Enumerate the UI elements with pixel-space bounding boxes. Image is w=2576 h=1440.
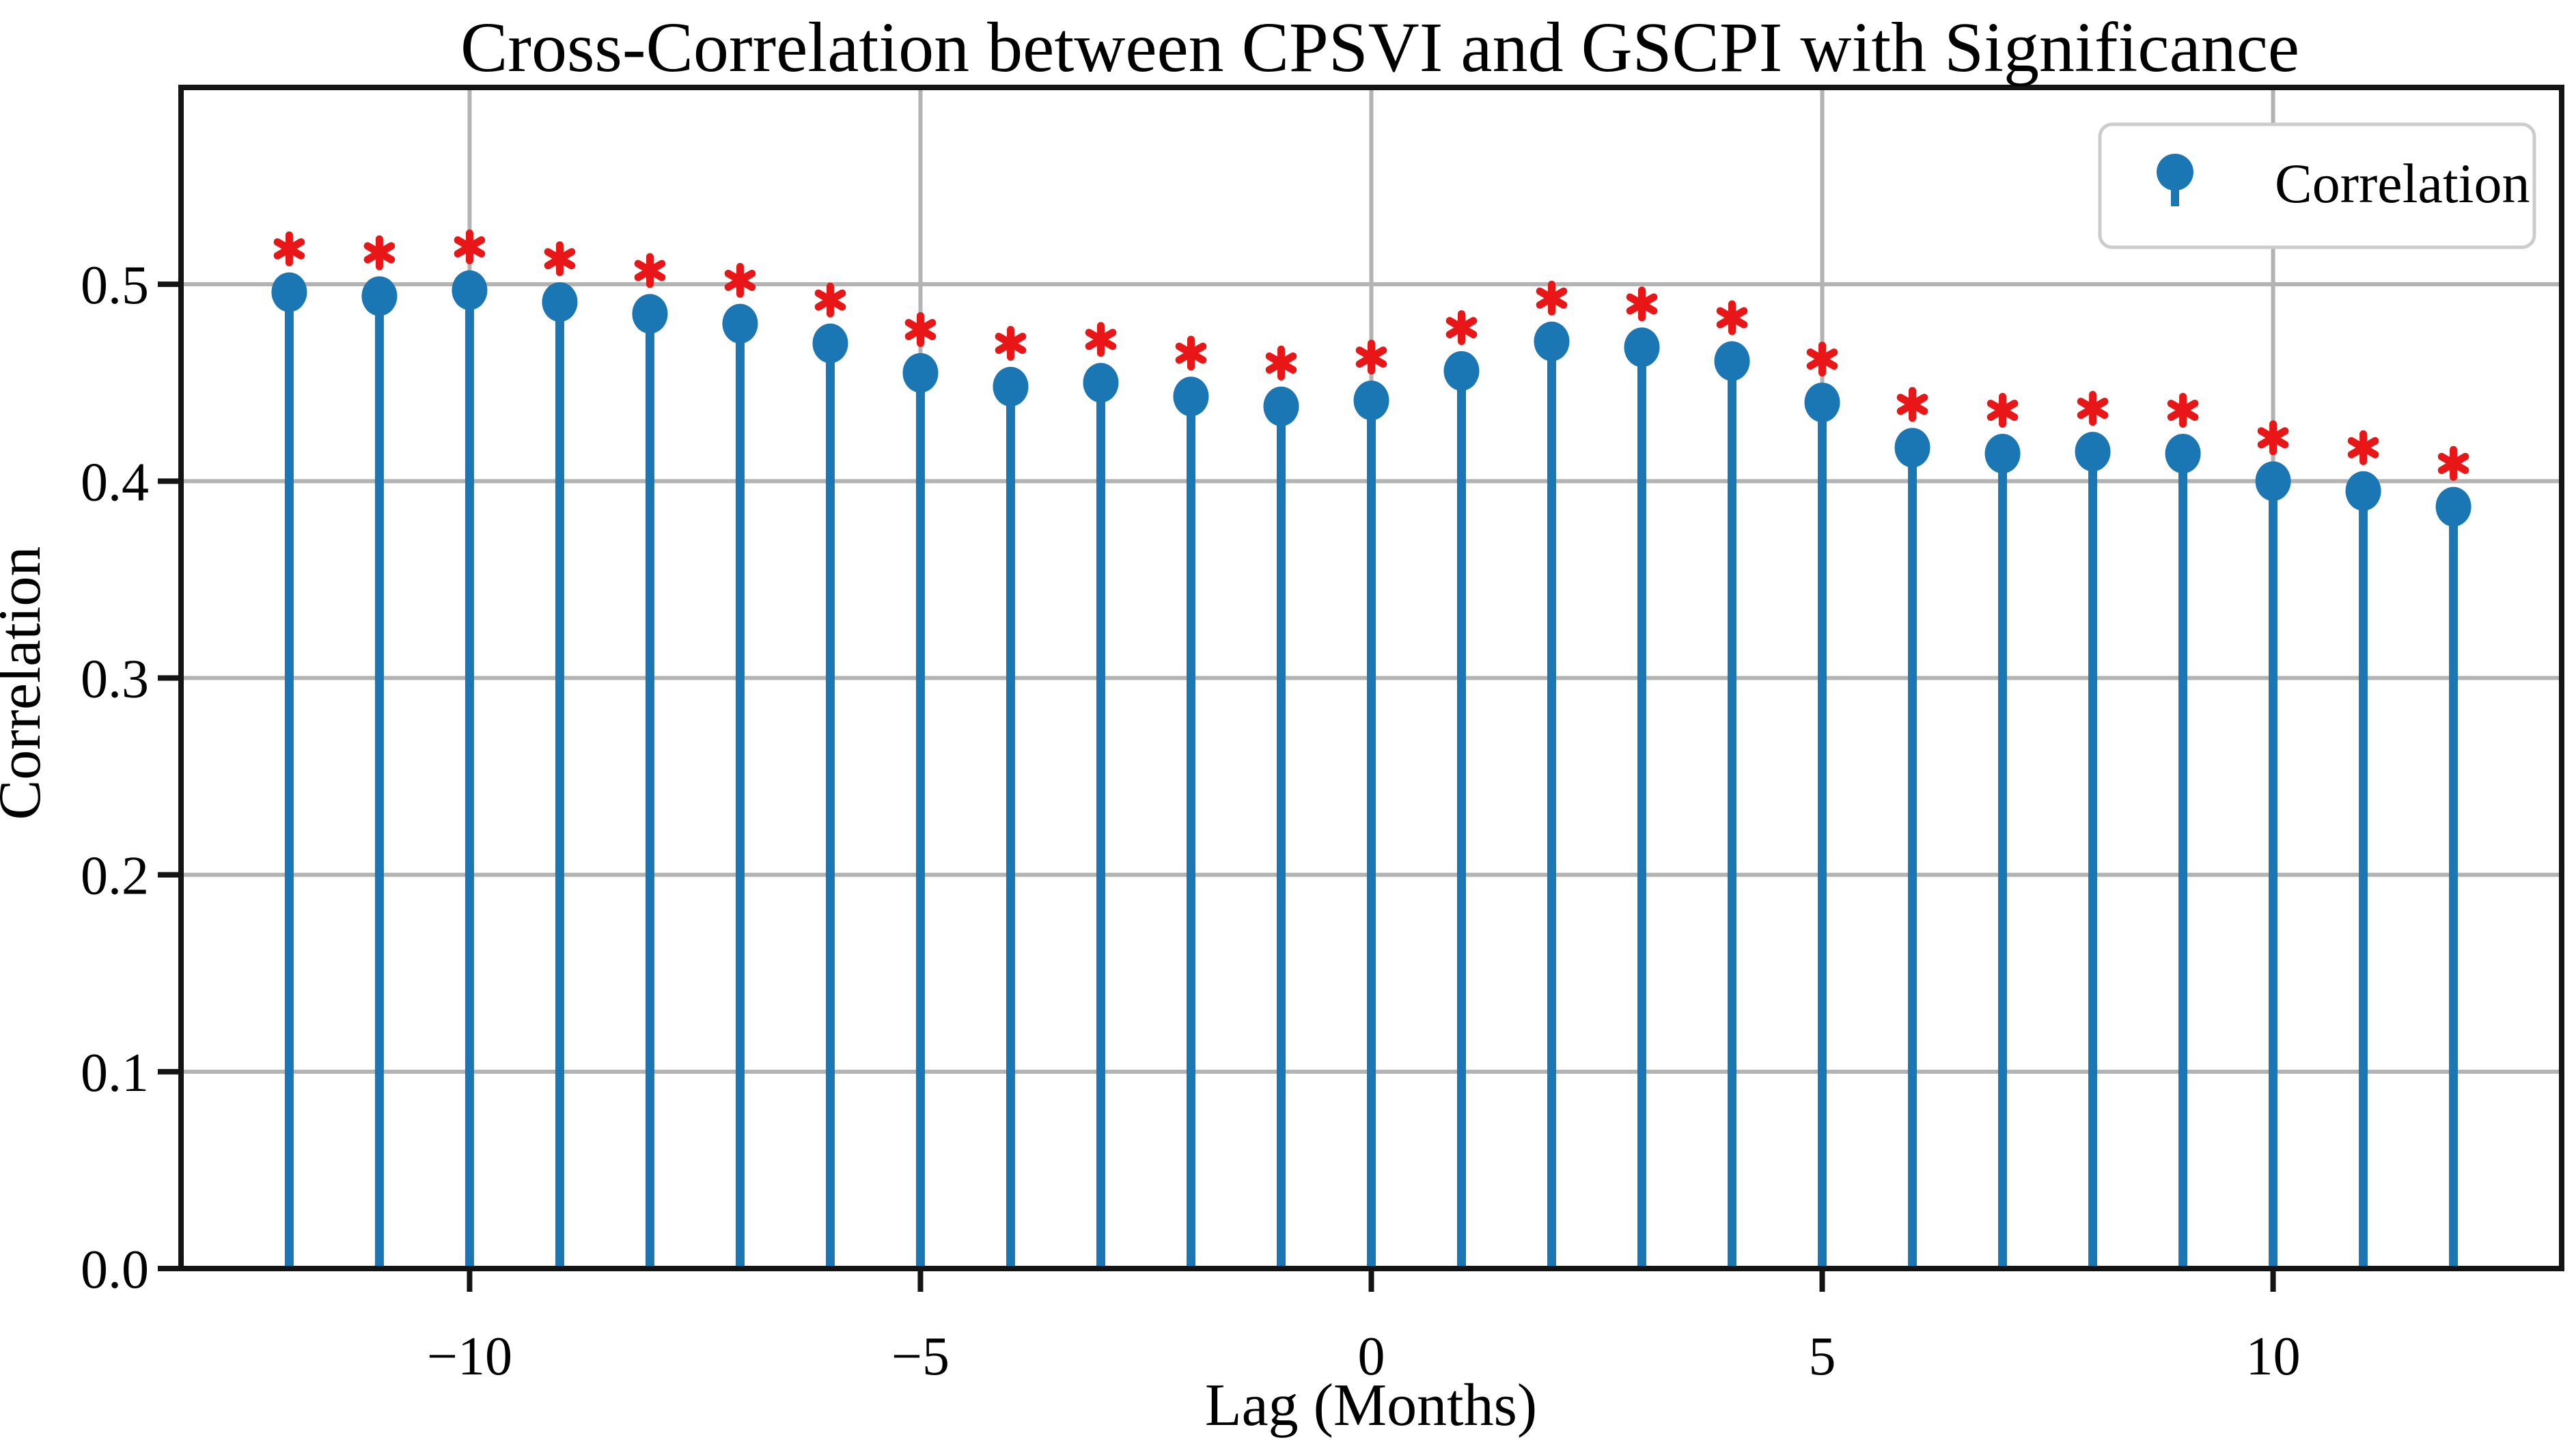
data-point-marker	[1714, 341, 1750, 381]
data-point-marker	[722, 303, 758, 344]
significance-asterisk-icon	[2347, 430, 2379, 465]
asterisk-spoke	[1896, 393, 1928, 415]
legend: Correlation	[2098, 122, 2536, 249]
chart-title: Cross-Correlation between CPSVI and GSCP…	[460, 8, 2299, 87]
significance-asterisk-icon	[2077, 391, 2109, 426]
legend-box	[2098, 122, 2536, 249]
significance-asterisk-icon	[363, 235, 396, 271]
asterisk-spoke	[2257, 427, 2289, 449]
data-point-marker	[812, 323, 848, 363]
data-point-marker	[271, 272, 307, 312]
legend-label: Correlation	[2275, 152, 2530, 214]
significance-asterisk-icon	[1085, 322, 1117, 357]
asterisk-spoke	[1085, 329, 1117, 350]
significance-asterisk-icon	[273, 231, 305, 266]
significance-asterisk-icon	[2167, 393, 2199, 428]
significance-asterisk-icon	[1806, 342, 1838, 377]
y-tick-label: 0.5	[81, 255, 149, 316]
asterisk-spoke	[273, 238, 305, 260]
asterisk-spoke	[2077, 398, 2109, 419]
data-point-marker	[1083, 363, 1119, 403]
x-tick-label: −5	[891, 1327, 950, 1387]
significance-asterisk-icon	[634, 253, 666, 288]
significance-asterisk-icon	[2257, 420, 2289, 456]
significance-asterisk-icon	[454, 229, 486, 264]
significance-asterisk-icon	[1896, 387, 1928, 422]
asterisk-spoke	[1986, 400, 2019, 421]
data-point-marker	[632, 294, 668, 334]
x-axis-label: Lag (Months)	[1205, 1372, 1537, 1439]
asterisk-spoke	[2167, 400, 2199, 421]
significance-layer	[273, 229, 2469, 481]
data-point-marker	[1804, 383, 1840, 423]
asterisk-spoke	[1265, 352, 1297, 374]
data-point-marker	[1894, 428, 1930, 468]
asterisk-spoke	[1536, 287, 1568, 309]
y-tick-label: 0.1	[81, 1043, 149, 1103]
asterisk-spoke	[1355, 346, 1387, 368]
data-point-marker	[542, 282, 578, 322]
data-point-marker	[2075, 432, 2111, 472]
y-axis-label: Correlation	[0, 546, 53, 820]
data-point-marker	[2255, 461, 2291, 501]
y-tick-label: 0.2	[81, 846, 149, 906]
asterisk-spoke	[1445, 317, 1478, 339]
significance-asterisk-icon	[814, 282, 846, 318]
stems-layer	[271, 270, 2471, 1269]
x-tick-label: 5	[1809, 1327, 1836, 1387]
legend-stem-marker-icon	[2157, 154, 2193, 206]
data-point-marker	[1984, 433, 2021, 473]
axes-layer: −10 −5 0 5 10 0.0 0.1 0.2 0.3 0.4 0.5	[81, 85, 2564, 1387]
significance-asterisk-icon	[1445, 310, 1478, 346]
significance-asterisk-icon	[1355, 340, 1387, 375]
data-point-marker	[1534, 321, 1570, 361]
data-point-marker	[2435, 486, 2471, 527]
significance-asterisk-icon	[1626, 286, 1658, 322]
y-tick-label: 0.0	[81, 1240, 149, 1300]
significance-asterisk-icon	[544, 241, 576, 277]
asterisk-spoke	[1806, 348, 1838, 370]
data-point-marker	[902, 352, 939, 393]
data-point-marker	[361, 276, 398, 316]
asterisk-spoke	[363, 242, 396, 264]
data-point-marker	[2345, 471, 2381, 511]
asterisk-spoke	[814, 289, 846, 311]
data-point-marker	[993, 367, 1029, 407]
asterisk-spoke	[904, 318, 937, 340]
asterisk-spoke	[1716, 307, 1748, 329]
significance-asterisk-icon	[1175, 335, 1207, 371]
asterisk-spoke	[1175, 342, 1207, 364]
x-tick-label: 0	[1358, 1327, 1385, 1387]
data-point-marker	[452, 270, 488, 310]
significance-asterisk-icon	[2437, 445, 2469, 481]
asterisk-spoke	[544, 248, 576, 270]
significance-asterisk-icon	[995, 326, 1027, 361]
data-point-marker	[1624, 327, 1660, 368]
data-point-marker	[1263, 386, 1299, 426]
asterisk-spoke	[2347, 437, 2379, 458]
significance-asterisk-icon	[724, 262, 756, 298]
y-tick-label: 0.4	[81, 452, 149, 512]
data-point-marker	[1353, 380, 1389, 421]
asterisk-spoke	[724, 269, 756, 291]
x-tick-label: 10	[2246, 1327, 2301, 1387]
significance-asterisk-icon	[1716, 300, 1748, 335]
x-tick-label: −10	[427, 1327, 512, 1387]
data-point-marker	[1443, 350, 1480, 391]
asterisk-spoke	[634, 260, 666, 281]
asterisk-spoke	[1626, 293, 1658, 315]
data-point-marker	[1173, 376, 1209, 417]
data-point-marker	[2165, 433, 2201, 473]
significance-asterisk-icon	[1986, 393, 2019, 428]
significance-asterisk-icon	[904, 311, 937, 347]
significance-asterisk-icon	[1265, 345, 1297, 380]
asterisk-spoke	[995, 333, 1027, 355]
asterisk-spoke	[2437, 452, 2469, 474]
y-tick-label: 0.3	[81, 650, 149, 710]
asterisk-spoke	[454, 236, 486, 258]
significance-asterisk-icon	[1536, 280, 1568, 316]
